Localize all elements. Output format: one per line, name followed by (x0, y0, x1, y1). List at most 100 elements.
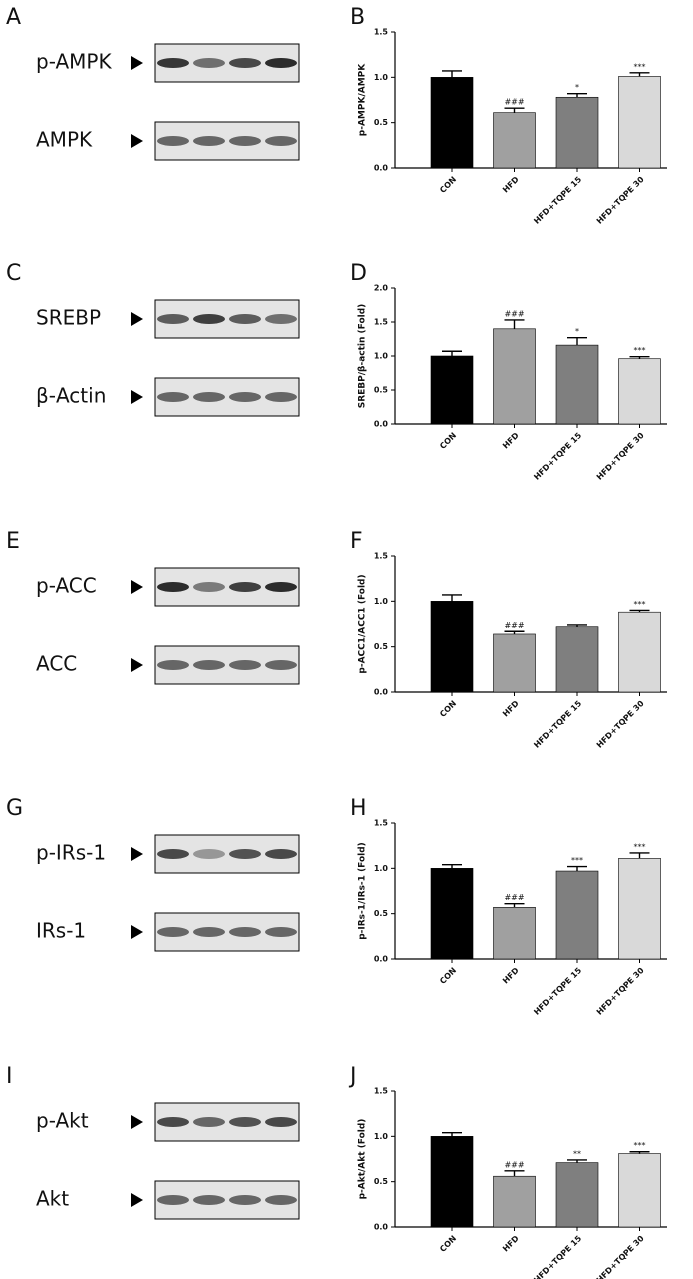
blot-band (265, 136, 297, 146)
error-bar (629, 852, 650, 859)
significance-label: *** (634, 600, 646, 609)
y-tick-label: 1.5 (374, 552, 389, 561)
panel-letter: D (350, 261, 367, 286)
x-tick-label: CON (438, 699, 458, 719)
y-tick-label: 0.5 (374, 1177, 389, 1186)
blot-band (229, 392, 261, 402)
bar (430, 1136, 474, 1228)
bar (618, 858, 661, 960)
x-tick-label: HFD+TQPE 15 (532, 431, 583, 482)
blot-band (193, 392, 225, 402)
panel-letter: J (348, 1064, 357, 1089)
y-tick-label: 1.0 (374, 597, 389, 606)
error-bar (504, 107, 525, 113)
y-axis-label: p-Akt/Akt (Fold) (358, 1119, 368, 1200)
y-tick-label: 1.0 (374, 352, 389, 361)
arrow (131, 312, 143, 326)
y-tick-label: 1.5 (374, 318, 389, 327)
blot-band (157, 58, 189, 68)
significance-label: ### (504, 893, 524, 902)
blot-label: p-ACC (36, 574, 97, 598)
blot-band (229, 927, 261, 937)
blot-band (265, 660, 297, 670)
blot-band (157, 849, 189, 859)
y-tick-label: 0.0 (374, 688, 389, 697)
blot-band (229, 136, 261, 146)
arrow (131, 390, 143, 404)
error-bar (442, 70, 462, 78)
blot-band (193, 660, 225, 670)
y-axis-label: p-IRs-1/IRs-1 (Fold) (358, 842, 368, 940)
error-bar (567, 1159, 587, 1163)
error-bar (629, 355, 650, 359)
x-tick-label: HFD+TQPE 30 (595, 431, 646, 482)
panel-letter: A (6, 5, 21, 30)
significance-label: *** (634, 1141, 646, 1150)
error-bar (567, 336, 587, 346)
y-axis-label: p-ACC1/ACC1 (Fold) (358, 574, 368, 673)
error-bar (504, 319, 525, 329)
blot-band (265, 927, 297, 937)
blot-band (265, 392, 297, 402)
bar (430, 77, 474, 169)
y-tick-label: 1.0 (374, 1132, 389, 1141)
error-bar (442, 864, 462, 869)
y-tick-label: 0.5 (374, 642, 389, 651)
panel-letter: H (350, 796, 367, 821)
blot-band (193, 58, 225, 68)
blot-band (193, 314, 225, 324)
blot-label: ACC (36, 652, 77, 676)
blot-band (265, 849, 297, 859)
panel-letter: C (6, 261, 21, 286)
y-tick-label: 1.0 (374, 864, 389, 873)
bar (430, 868, 474, 960)
bar (618, 611, 661, 693)
blot-label: p-IRs-1 (36, 841, 106, 865)
significance-label: ### (504, 1160, 524, 1169)
bar (430, 601, 474, 693)
blot-band (193, 136, 225, 146)
arrow (131, 56, 143, 70)
error-bar (442, 350, 462, 356)
y-tick-label: 0.0 (374, 955, 389, 964)
blot-label: p-Akt (36, 1109, 89, 1133)
bar (555, 626, 599, 693)
y-tick-label: 1.5 (374, 1087, 389, 1096)
y-tick-label: 1.5 (374, 819, 389, 828)
bar (493, 1175, 536, 1228)
blot-band (157, 927, 189, 937)
error-bar (504, 630, 525, 634)
y-tick-label: 0.5 (374, 909, 389, 918)
bar (493, 112, 536, 169)
blot-band (193, 582, 225, 592)
blot-band (157, 136, 189, 146)
y-tick-label: 2.0 (374, 284, 389, 293)
arrow (131, 1115, 143, 1129)
bar (555, 870, 599, 960)
significance-label: *** (634, 346, 646, 355)
y-axis-label: p-AMPK/AMPK (358, 63, 368, 136)
blot-label: AMPK (36, 128, 93, 152)
significance-label: * (575, 327, 579, 336)
x-tick-label: HFD+TQPE 30 (595, 175, 646, 226)
blot-band (265, 1195, 297, 1205)
bar (618, 1153, 661, 1228)
x-tick-label: CON (438, 175, 458, 195)
blot-band (157, 1195, 189, 1205)
y-tick-label: 0.0 (374, 1223, 389, 1232)
x-tick-label: HFD+TQPE 15 (532, 1234, 583, 1279)
y-axis-label: SREBP/β-actin (Fold) (358, 304, 368, 409)
blot-band (229, 314, 261, 324)
x-tick-label: HFD+TQPE 30 (595, 699, 646, 750)
bar (493, 328, 536, 425)
blot-band (157, 582, 189, 592)
significance-label: *** (634, 62, 646, 71)
error-bar (504, 902, 525, 908)
y-tick-label: 0.5 (374, 118, 389, 127)
arrow (131, 658, 143, 672)
error-bar (504, 1170, 525, 1177)
blot-band (265, 58, 297, 68)
panel-letter: F (350, 529, 363, 554)
blot-label: IRs-1 (36, 919, 86, 943)
panel-letter: I (6, 1064, 13, 1089)
